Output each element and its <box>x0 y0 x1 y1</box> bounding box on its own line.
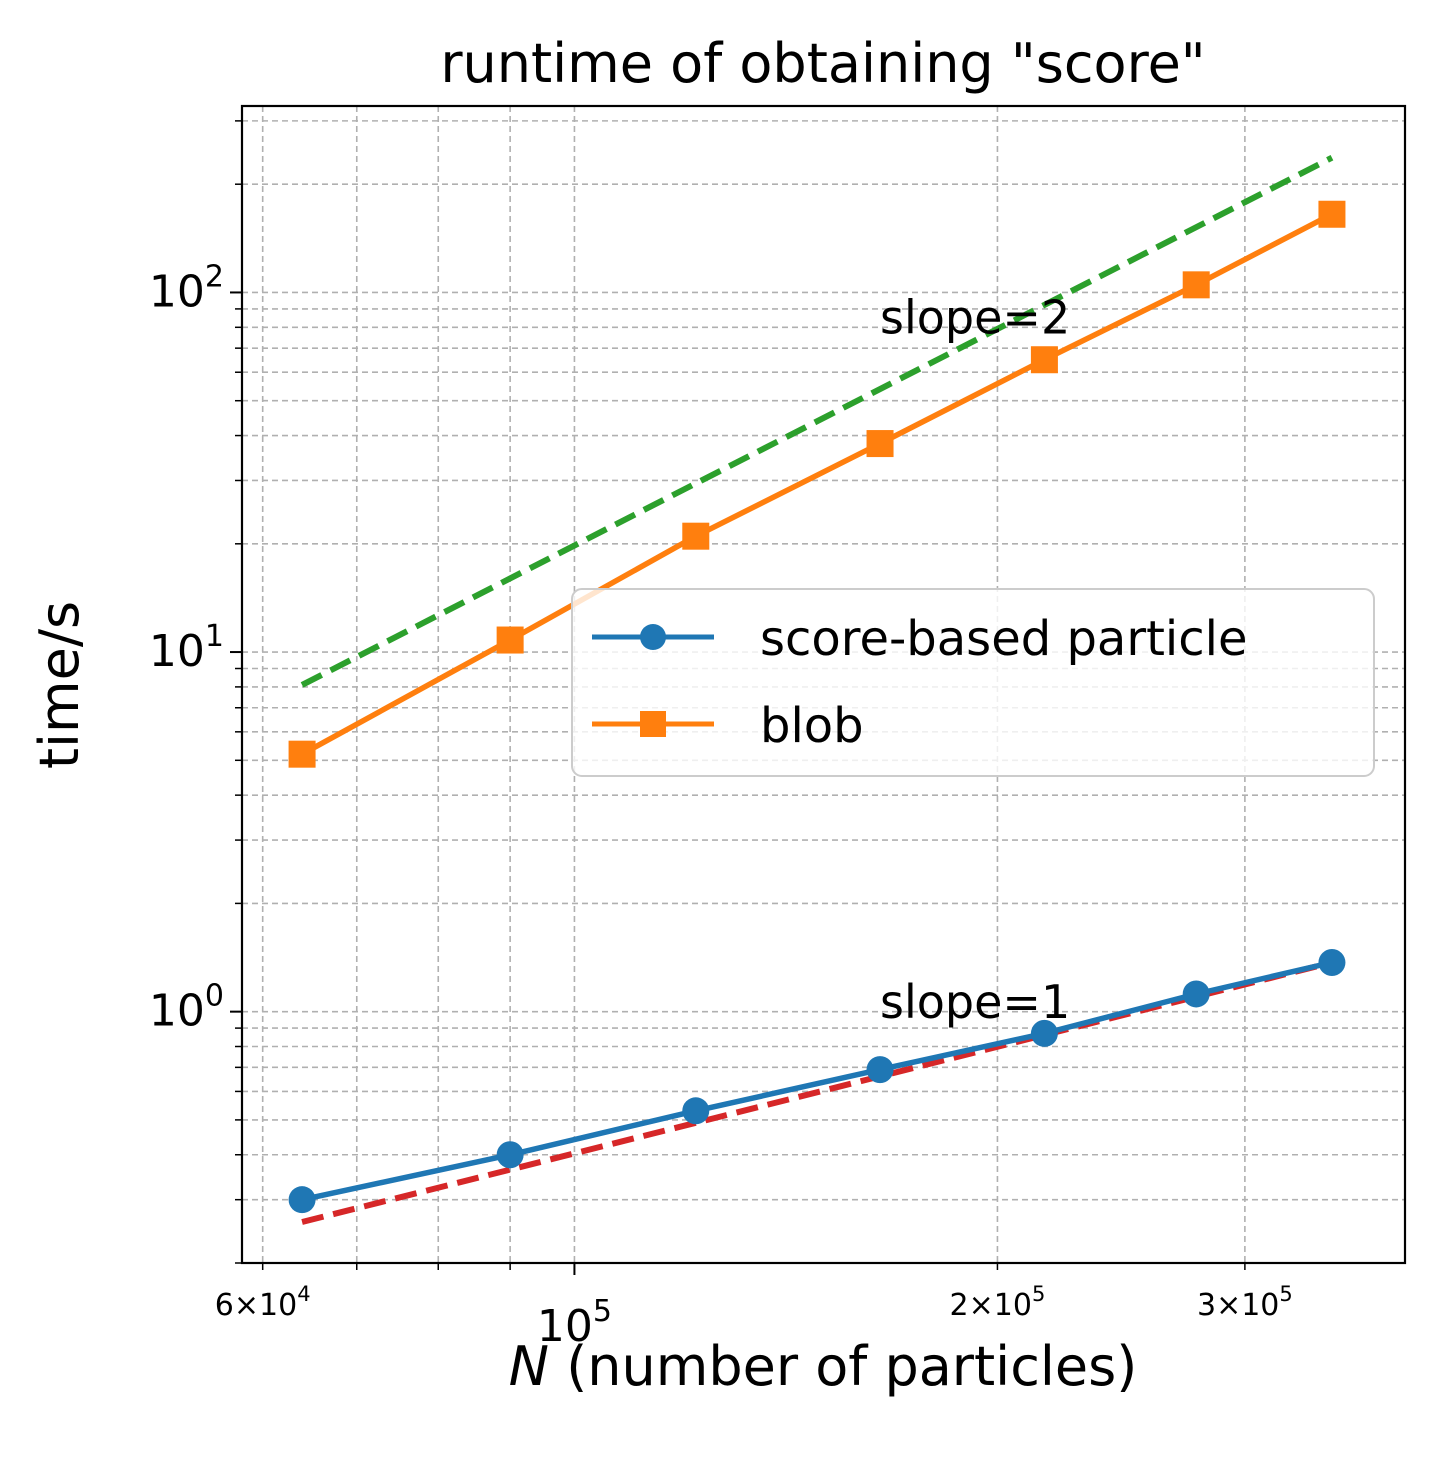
data-point-blob <box>866 430 894 458</box>
data-point-blob <box>1030 346 1058 374</box>
chart-title: runtime of obtaining "score" <box>440 32 1205 95</box>
x-minor-tick-label-exponent: 4 <box>297 1282 310 1306</box>
x-minor-tick-label: 3×105 <box>1197 1282 1293 1323</box>
x-minor-tick-label-exponent: 5 <box>1032 1282 1045 1306</box>
data-point-score-based-particle <box>1182 980 1210 1008</box>
x-minor-tick-label-mantissa: 2×10 <box>950 1288 1032 1323</box>
data-point-blob <box>288 740 316 768</box>
data-point-blob <box>1182 271 1210 299</box>
x-tick-label: 105 <box>537 1294 612 1352</box>
data-series <box>288 200 1346 1214</box>
legend-label-blob: blob <box>760 698 864 754</box>
reference-line-slope-2 <box>300 155 1334 688</box>
legend-marker-blob <box>640 711 666 737</box>
data-point-blob <box>1318 200 1346 228</box>
axis-ticks <box>230 120 1246 1275</box>
series-line-score-based-particle <box>301 959 1333 1203</box>
y-tick-label-base: 10 <box>149 626 205 677</box>
y-tick-label-exponent: 0 <box>205 979 224 1014</box>
data-point-score-based-particle <box>1318 948 1346 976</box>
y-tick-label: 102 <box>149 259 224 317</box>
data-point-blob <box>496 626 524 654</box>
reference-line-label: slope=1 <box>880 975 1070 1029</box>
y-tick-label-base: 10 <box>149 986 205 1037</box>
legend-box <box>571 588 1375 777</box>
x-minor-tick-label-exponent: 5 <box>1279 1282 1292 1306</box>
x-tick-label-exponent: 5 <box>593 1294 612 1329</box>
x-minor-tick-label: 2×105 <box>950 1282 1046 1323</box>
plot-frame <box>240 104 1407 1265</box>
x-axis-label: N (number of particles) <box>509 1335 1138 1398</box>
data-point-score-based-particle <box>682 1097 710 1125</box>
y-tick-label: 100 <box>149 979 224 1037</box>
y-axis-label: time/s <box>28 601 91 769</box>
x-tick-label-base: 10 <box>537 1301 593 1352</box>
y-tick-label-exponent: 2 <box>205 259 224 294</box>
data-point-score-based-particle <box>288 1186 316 1214</box>
data-point-blob <box>682 522 710 550</box>
data-point-score-based-particle <box>866 1056 894 1084</box>
data-point-score-based-particle <box>496 1141 524 1169</box>
x-minor-tick-label: 6×104 <box>215 1282 311 1323</box>
legend: score-based particle blob <box>571 588 1375 777</box>
data-point-score-based-particle <box>1030 1019 1058 1047</box>
x-minor-tick-label-mantissa: 3×10 <box>1197 1288 1279 1323</box>
y-tick-label-base: 10 <box>149 266 205 317</box>
y-tick-label-exponent: 1 <box>205 619 224 654</box>
legend-label-score-based-particle: score-based particle <box>760 611 1247 667</box>
legend-marker-score-based-particle <box>640 624 666 650</box>
annotations: slope=2 slope=1 <box>880 290 1070 1029</box>
x-axis-label-variable: N <box>509 1335 549 1398</box>
x-axis-label-text: (number of particles) <box>549 1335 1137 1398</box>
x-minor-tick-label-mantissa: 6×10 <box>215 1288 297 1323</box>
reference-line-label: slope=2 <box>880 290 1070 344</box>
y-tick-label: 101 <box>149 619 224 677</box>
